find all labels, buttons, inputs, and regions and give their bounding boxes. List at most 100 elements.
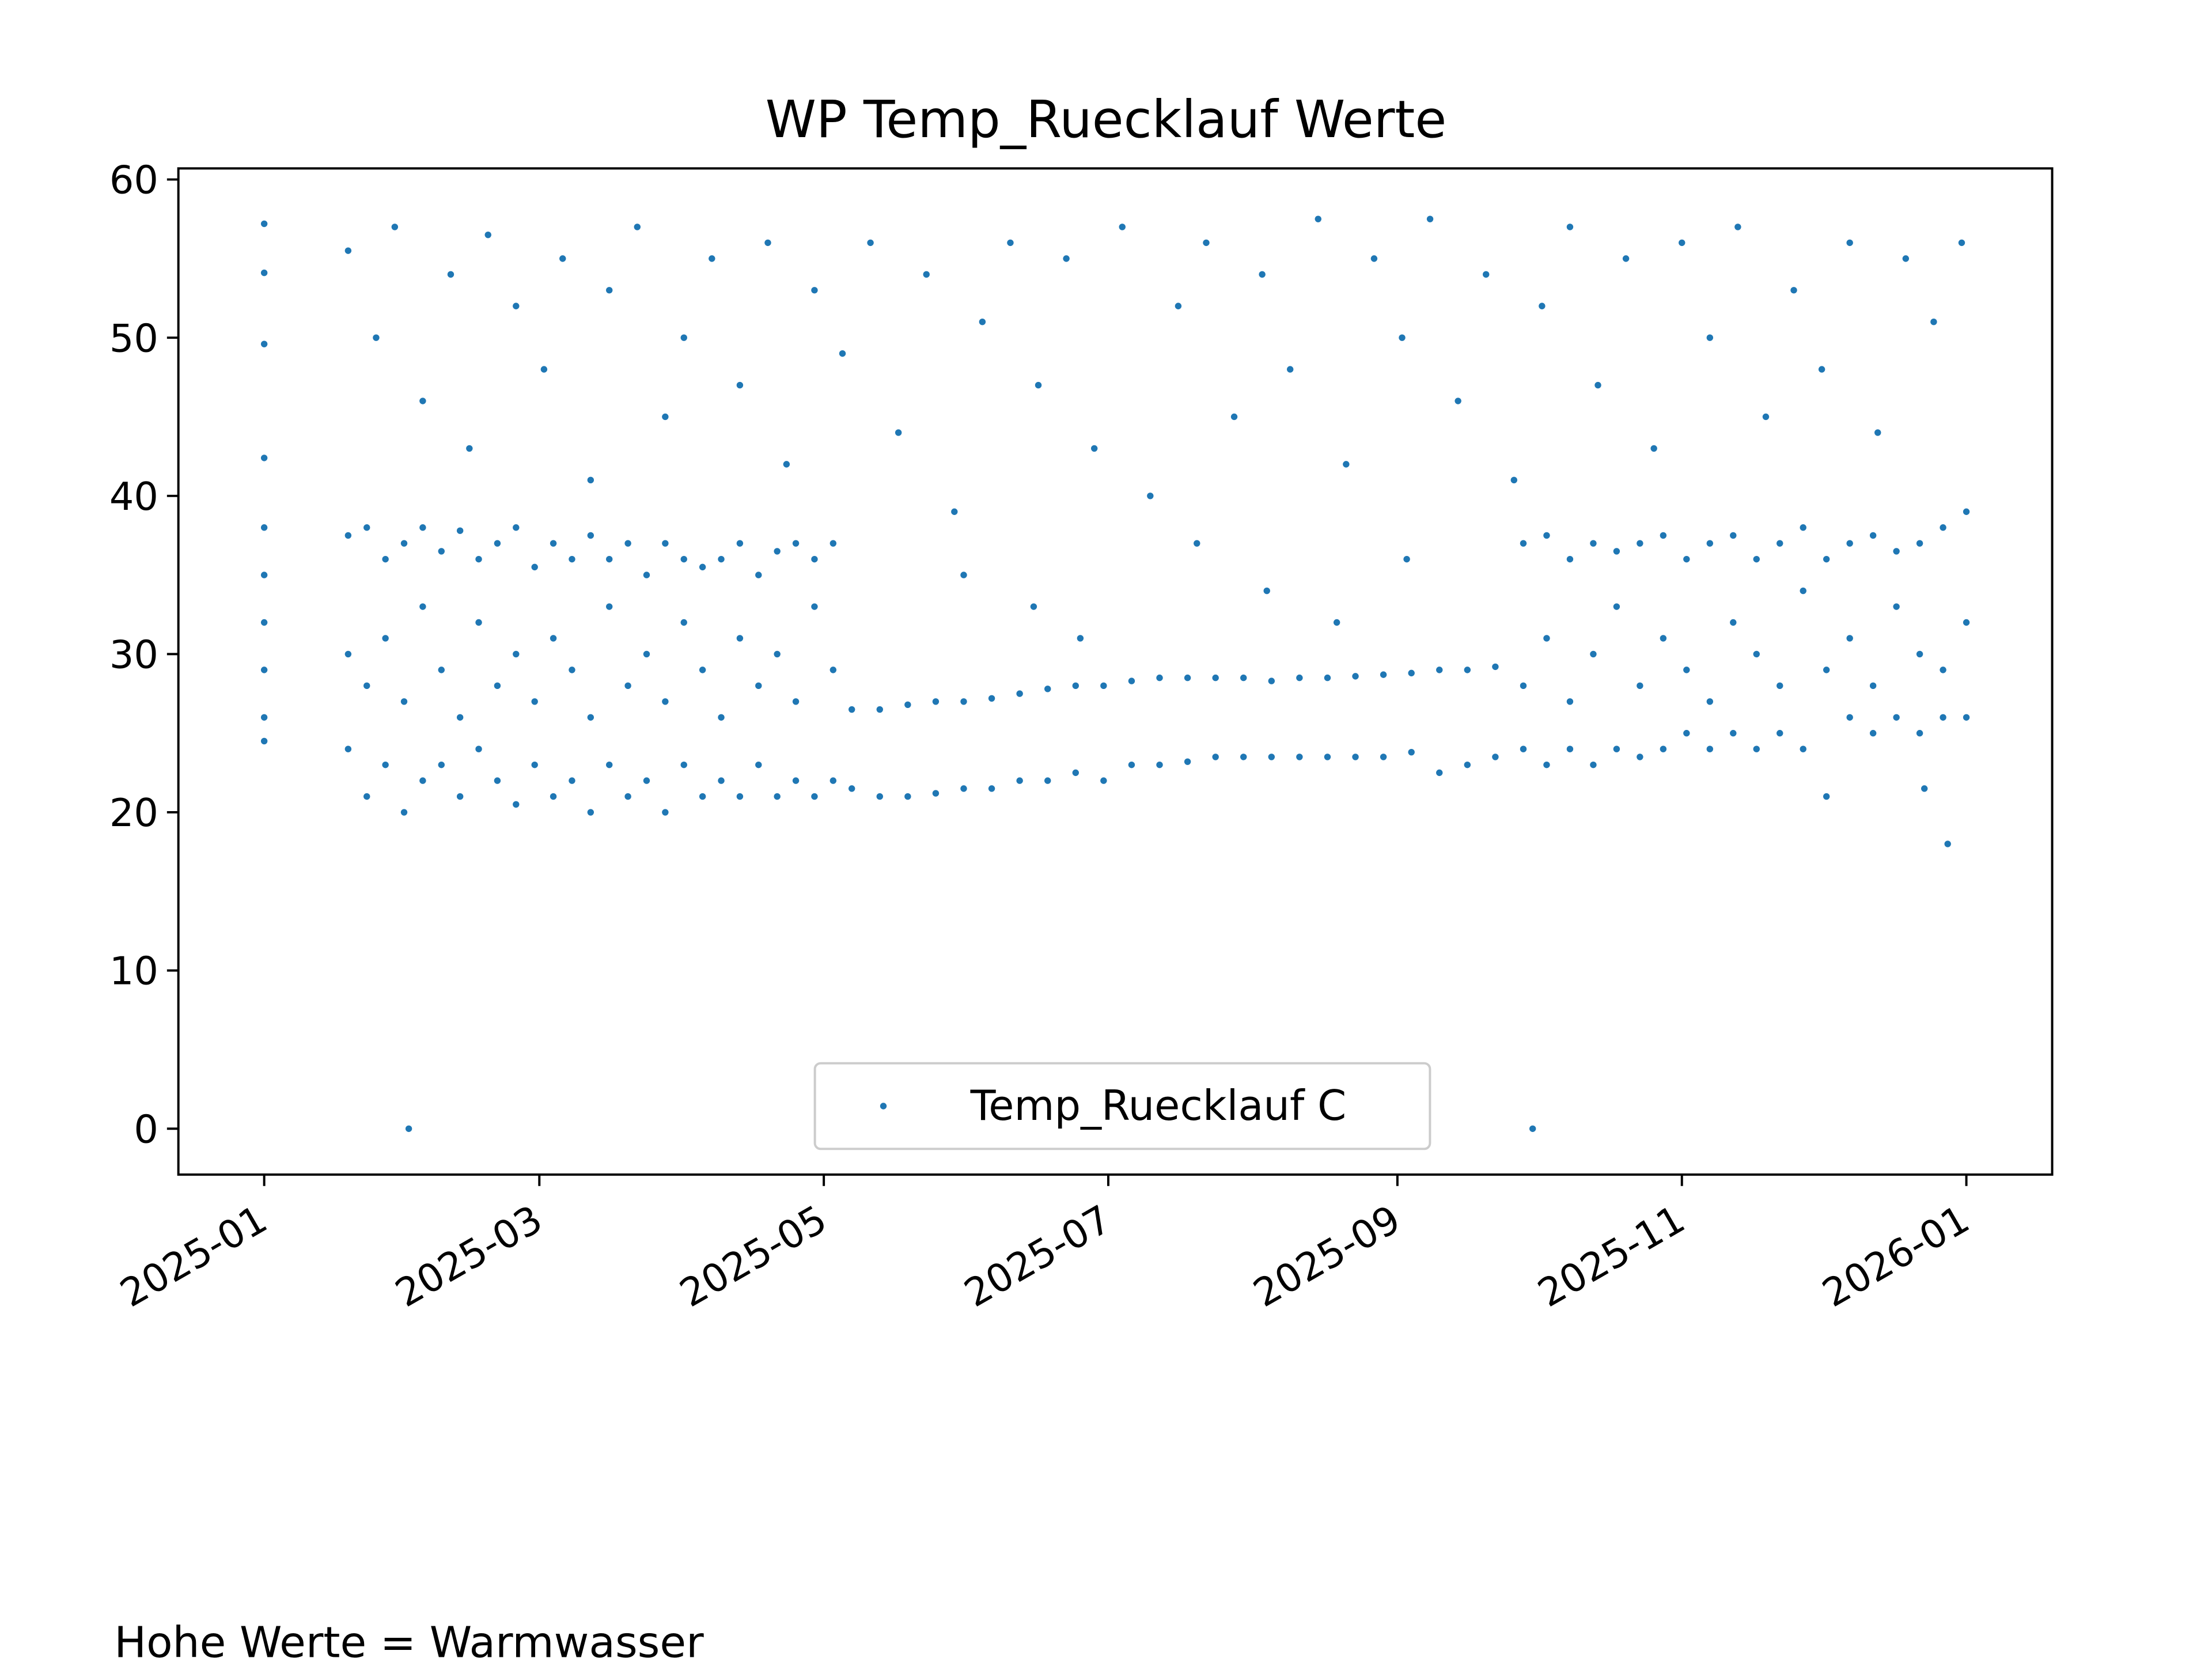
- point: [438, 761, 445, 768]
- point: [260, 340, 268, 347]
- point: [344, 650, 352, 658]
- point: [1800, 587, 1806, 595]
- point: [1874, 429, 1881, 436]
- point: [1823, 555, 1830, 563]
- point: [1380, 754, 1387, 760]
- legend-label: Temp_Ruecklauf C: [970, 1081, 1347, 1130]
- point: [1730, 532, 1737, 539]
- point: [1520, 745, 1527, 752]
- y-tick-label: 60: [109, 158, 158, 203]
- point: [513, 302, 520, 309]
- point: [1944, 841, 1951, 847]
- point: [1175, 302, 1182, 309]
- point: [606, 555, 613, 563]
- point: [569, 667, 575, 673]
- point: [1240, 754, 1247, 760]
- point: [764, 239, 771, 247]
- point: [792, 777, 800, 784]
- point: [1464, 667, 1471, 673]
- point: [260, 737, 268, 745]
- point: [494, 777, 501, 784]
- point: [1492, 754, 1499, 760]
- point: [1613, 603, 1620, 610]
- point: [1921, 785, 1928, 792]
- point: [1436, 769, 1443, 777]
- point: [643, 571, 650, 578]
- point: [382, 761, 389, 768]
- point: [951, 508, 958, 515]
- point: [419, 777, 426, 784]
- point: [1263, 587, 1270, 595]
- point: [932, 698, 940, 705]
- point: [699, 667, 706, 673]
- point: [1613, 745, 1620, 752]
- point: [1128, 677, 1135, 684]
- point: [848, 785, 855, 792]
- point: [1296, 674, 1303, 682]
- point: [1072, 682, 1079, 690]
- point: [1846, 635, 1853, 642]
- point: [1492, 663, 1499, 671]
- point: [1184, 674, 1191, 682]
- point: [755, 682, 762, 690]
- point: [1566, 555, 1574, 563]
- point: [1893, 603, 1900, 610]
- point: [531, 563, 538, 571]
- point: [550, 793, 557, 800]
- point: [643, 650, 650, 658]
- point: [830, 540, 837, 547]
- point: [1333, 619, 1340, 626]
- point: [988, 695, 995, 702]
- point: [344, 532, 352, 539]
- point: [1044, 777, 1051, 784]
- point: [438, 548, 445, 555]
- point: [363, 682, 370, 690]
- point: [1660, 635, 1667, 642]
- point: [1869, 682, 1877, 690]
- point: [1399, 334, 1406, 341]
- point: [1683, 555, 1690, 563]
- point: [1212, 754, 1219, 760]
- point: [1324, 754, 1331, 760]
- point: [1510, 476, 1517, 484]
- point: [811, 793, 818, 800]
- point: [1930, 319, 1937, 325]
- point: [559, 255, 566, 262]
- plot-frame: [177, 167, 2054, 1176]
- point: [1869, 532, 1877, 539]
- point: [1352, 754, 1359, 760]
- point: [373, 334, 380, 341]
- point: [1352, 673, 1359, 680]
- point: [475, 555, 482, 563]
- point: [400, 698, 408, 705]
- point: [1566, 745, 1574, 752]
- point: [1343, 461, 1350, 468]
- point: [1543, 532, 1550, 539]
- point: [1660, 532, 1667, 539]
- point: [260, 269, 268, 277]
- point: [1268, 754, 1275, 760]
- annotation: Hohe Werte = Warmwasser: [114, 1617, 704, 1659]
- point: [1846, 540, 1853, 547]
- point: [260, 571, 268, 578]
- point: [1426, 215, 1434, 222]
- point: [662, 413, 669, 421]
- point: [550, 540, 557, 547]
- point: [932, 790, 940, 797]
- point: [1464, 761, 1471, 768]
- point: [1753, 745, 1760, 752]
- point: [1520, 682, 1527, 690]
- point: [1594, 381, 1601, 389]
- point: [718, 777, 725, 784]
- point: [960, 571, 967, 578]
- point: [960, 785, 967, 792]
- point: [1324, 674, 1331, 682]
- point: [1520, 540, 1527, 547]
- point: [1893, 548, 1900, 555]
- point: [260, 619, 268, 626]
- point: [1370, 255, 1378, 262]
- point: [456, 527, 464, 534]
- point: [494, 540, 501, 547]
- point: [400, 809, 408, 816]
